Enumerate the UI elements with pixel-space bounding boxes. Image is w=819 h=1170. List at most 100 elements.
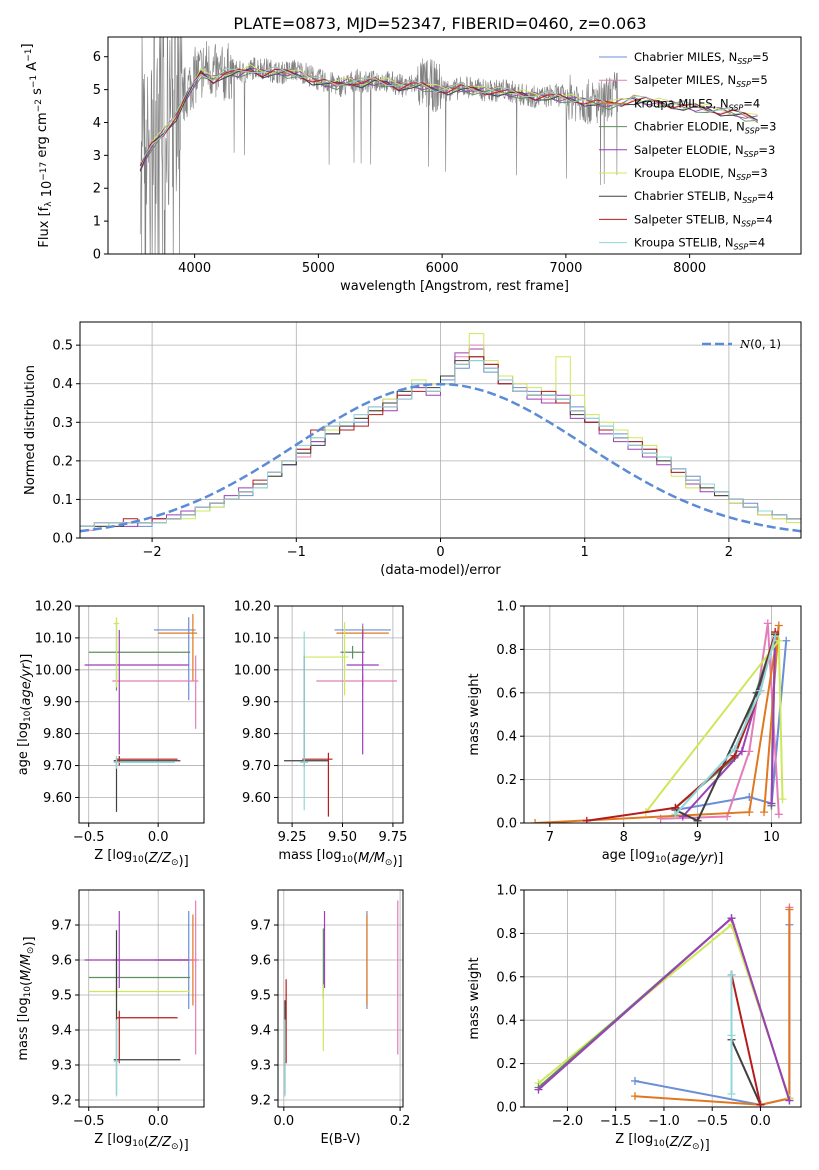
label-part: )] bbox=[19, 654, 34, 664]
weight-marker bbox=[785, 1096, 794, 1105]
y-tick-label: 9.3 bbox=[51, 1059, 72, 1074]
x-tick-label: −0.5 bbox=[73, 830, 105, 845]
panel-mass-vs-Z: −0.5 0.09.29.39.49.59.69.7Z [log10(Z/Z⊙)]… bbox=[16, 889, 205, 1153]
mass-weight-vs-age-plot-area bbox=[531, 619, 791, 823]
label-part: )] bbox=[392, 854, 402, 869]
label-part: M/M bbox=[358, 851, 385, 866]
errorbar-point bbox=[84, 911, 189, 988]
x-tick-label: −2.0 bbox=[552, 1114, 584, 1129]
label-part: log bbox=[633, 1132, 653, 1147]
label-part: =3 bbox=[758, 143, 775, 157]
label-part: s bbox=[30, 88, 45, 99]
label-part: ⊙ bbox=[171, 1142, 179, 1152]
label-part: mass [ bbox=[16, 1017, 31, 1060]
weight-marker bbox=[630, 1092, 639, 1101]
errorbar-point bbox=[112, 655, 199, 729]
y-tick-label: 0.4 bbox=[496, 1014, 517, 1029]
y-tick-label: 9.7 bbox=[51, 919, 72, 934]
label-part: E(B-V) bbox=[320, 1132, 360, 1147]
y-tick-label: 9.80 bbox=[43, 727, 72, 742]
x-tick-label: 8 bbox=[620, 830, 628, 845]
x-tick-label: 9 bbox=[693, 830, 701, 845]
weight-marker bbox=[730, 745, 739, 754]
label-part: )] bbox=[179, 854, 189, 869]
y-tick-label: 9.70 bbox=[43, 759, 72, 774]
errorbar-point bbox=[113, 755, 175, 769]
y-tick-label: 1.0 bbox=[496, 600, 517, 615]
y-tick-label: 9.80 bbox=[242, 727, 271, 742]
label-part: Salpeter STELIB, N bbox=[634, 212, 741, 226]
age-vs-Z-plot-area bbox=[84, 613, 199, 812]
model-spectrum bbox=[139, 65, 758, 164]
weight-line bbox=[634, 909, 791, 1106]
model-spectrum bbox=[139, 65, 758, 164]
y-tick-label: 0.2 bbox=[496, 773, 517, 788]
weight-marker bbox=[727, 970, 736, 979]
label-part: Salpeter ELODIE, N bbox=[634, 143, 744, 157]
errorbar-point bbox=[84, 629, 189, 755]
errorbar-point bbox=[113, 930, 181, 1095]
y-tick-label: 0.3 bbox=[52, 416, 73, 431]
y-tick-label: 3 bbox=[93, 149, 101, 164]
label-part: Z/Z bbox=[669, 1135, 693, 1150]
errorbar-point bbox=[88, 984, 191, 1062]
weight-marker bbox=[774, 636, 783, 645]
errorbar-point bbox=[88, 620, 191, 691]
y-tick-label: 1.0 bbox=[496, 884, 517, 899]
y-tick-label: 9.2 bbox=[51, 1094, 72, 1109]
weight-marker bbox=[727, 1031, 736, 1040]
y-tick-label: 9.5 bbox=[51, 989, 72, 1004]
x-tick-label: 7000 bbox=[549, 261, 582, 276]
normal-reference-curve bbox=[80, 382, 801, 533]
errorbar-point bbox=[113, 617, 120, 688]
x-tick-label: 9.75 bbox=[378, 830, 407, 845]
legend-label: Salpeter ELODIE, NSSP=3 bbox=[634, 143, 775, 159]
label-part: ( bbox=[665, 1135, 670, 1150]
x-axis-label: wavelength [Angstrom, rest frame] bbox=[340, 279, 569, 294]
y-axis-label: age [log10(age/yr)] bbox=[16, 654, 34, 776]
x-tick-label: 2 bbox=[725, 545, 733, 560]
label-part: =4 bbox=[748, 236, 765, 250]
label-part: ] bbox=[20, 43, 35, 48]
label-part: Salpeter MILES, N bbox=[634, 73, 736, 87]
weight-line bbox=[760, 907, 791, 1106]
weight-line bbox=[730, 974, 762, 1106]
weight-line bbox=[660, 623, 780, 820]
label-part: Z [ bbox=[94, 848, 112, 863]
x-axis-label: E(B-V) bbox=[320, 1132, 360, 1147]
label-part: SSP bbox=[736, 80, 751, 89]
y-tick-label: 9.7 bbox=[250, 919, 271, 934]
label-part: mass weight bbox=[467, 957, 482, 1039]
panel-mass-weight-vs-Z: −2.0 −1.5 −1.0 −0.5 0.0 0.0 0.2 0.4 0.6 0.8 1.0 Z [… bbox=[467, 884, 802, 1153]
y-tick-label: 6 bbox=[93, 50, 101, 65]
weight-marker bbox=[774, 621, 783, 630]
y-tick-label: 0.8 bbox=[496, 927, 517, 942]
y-tick-label: 9.70 bbox=[242, 759, 271, 774]
x-tick-label: 1 bbox=[581, 545, 589, 560]
label-part: SSP bbox=[744, 150, 759, 159]
x-tick-label: 7 bbox=[546, 830, 554, 845]
axes-frame bbox=[523, 889, 802, 1108]
x-tick-label: 0 bbox=[436, 545, 444, 560]
label-part: =3 bbox=[751, 166, 768, 180]
y-tick-label: 2 bbox=[93, 182, 101, 197]
label-part: N bbox=[739, 337, 751, 351]
label-part: −1 bbox=[24, 49, 34, 62]
label-part: ( bbox=[19, 706, 34, 711]
observed-spectrum bbox=[139, 37, 618, 254]
y-tick-label: 0.4 bbox=[52, 377, 73, 392]
x-tick-label: 0.0 bbox=[148, 1114, 169, 1129]
panel-residuals: −2 −1 0 1 2 0.0 0.1 0.2 0.3 0.4 0.5 (data-model)/er… bbox=[23, 321, 802, 578]
y-axis-label: Flux [fλ 10−17 erg cm−2 s−1 A−1] bbox=[20, 43, 55, 247]
label-part: ( bbox=[144, 851, 149, 866]
axes-frame bbox=[78, 605, 205, 824]
weight-marker bbox=[771, 632, 780, 641]
legend-label: Salpeter STELIB, NSSP=4 bbox=[634, 212, 773, 228]
x-tick-label: 4000 bbox=[178, 261, 211, 276]
label-part: λ bbox=[44, 201, 54, 207]
y-tick-label: 9.90 bbox=[43, 695, 72, 710]
axes-frame bbox=[277, 605, 404, 824]
weight-marker bbox=[531, 819, 540, 823]
